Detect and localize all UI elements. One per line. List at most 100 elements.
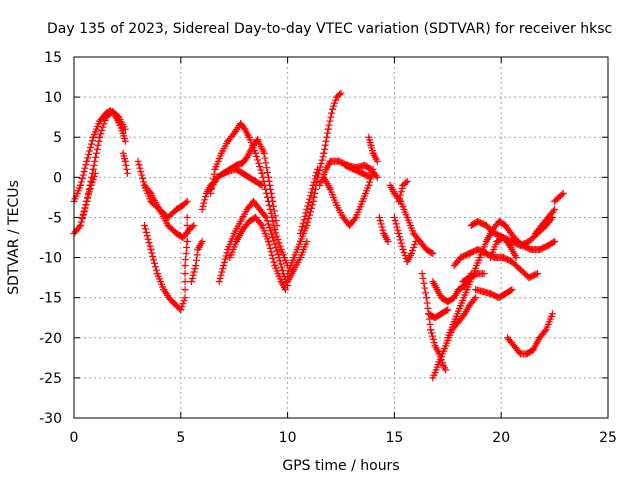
y-tick-label: 10: [44, 90, 62, 106]
data-point: [268, 193, 276, 201]
data-point: [559, 189, 567, 197]
data-point: [411, 241, 419, 249]
data-point: [549, 207, 557, 215]
plot-frame: [73, 56, 609, 419]
data-point: [181, 286, 189, 294]
data-point: [179, 300, 187, 308]
data-point: [82, 201, 90, 209]
data-point: [443, 307, 451, 315]
data-point: [402, 179, 410, 187]
data-point: [77, 218, 85, 226]
data-point: [83, 197, 91, 205]
data-point: [351, 215, 359, 223]
data-point: [418, 270, 426, 278]
data-point: [77, 178, 85, 186]
data-point: [141, 225, 149, 233]
data-point: [394, 226, 402, 234]
data-point: [147, 246, 155, 254]
data-point: [376, 217, 384, 225]
y-tick-label: 0: [53, 170, 62, 186]
data-point: [123, 165, 131, 173]
data-point: [303, 238, 311, 246]
data-point: [134, 157, 142, 165]
data-point: [198, 205, 206, 213]
data-point: [320, 149, 328, 157]
data-point: [272, 229, 280, 237]
data-point: [395, 229, 403, 237]
data-point: [306, 192, 314, 200]
data-point: [313, 169, 321, 177]
data-point: [302, 209, 310, 217]
y-tick-label: -25: [39, 371, 62, 387]
data-point: [177, 306, 185, 314]
data-point: [307, 204, 315, 212]
data-point: [331, 99, 339, 107]
data-point: [192, 262, 200, 270]
data-point: [79, 213, 87, 221]
data-point: [271, 240, 279, 248]
data-point: [274, 236, 282, 244]
data-point: [201, 196, 209, 204]
data-point: [182, 256, 190, 264]
data-point: [261, 154, 269, 162]
data-point: [91, 157, 99, 165]
data-point: [277, 260, 285, 268]
data-point: [198, 238, 206, 246]
data-point: [275, 254, 283, 262]
data-point: [122, 161, 130, 169]
data-point: [396, 194, 404, 202]
data-point: [324, 125, 332, 133]
data-point: [199, 202, 207, 210]
y-tick-label: -30: [39, 411, 62, 427]
data-point: [151, 259, 159, 267]
data-point: [253, 153, 261, 161]
data-point: [398, 185, 406, 193]
data-point: [183, 238, 191, 246]
series-t11: [207, 120, 292, 270]
y-tick-label: 15: [44, 50, 62, 66]
data-point: [507, 286, 515, 294]
data-point: [81, 204, 89, 212]
series-t19: [316, 157, 381, 189]
x-tick-label: 10: [279, 430, 297, 446]
data-point: [210, 170, 218, 178]
data-point: [305, 215, 313, 223]
data-point: [438, 359, 446, 367]
data-point: [306, 211, 314, 219]
data-point: [397, 188, 405, 196]
data-point: [183, 213, 191, 221]
data-point: [319, 153, 327, 161]
data-point: [442, 366, 450, 374]
data-point: [90, 161, 98, 169]
data-point: [266, 181, 274, 189]
data-point: [263, 217, 271, 225]
data-point: [470, 295, 478, 303]
data-point: [269, 255, 277, 263]
data-point: [428, 249, 436, 257]
data-point: [375, 213, 383, 221]
data-point: [266, 244, 274, 252]
data-point: [84, 194, 92, 202]
data-point: [260, 149, 268, 157]
data-point: [407, 250, 415, 258]
data-point: [303, 205, 311, 213]
data-point: [95, 137, 103, 145]
series-t20: [320, 165, 377, 229]
series-t6: [140, 181, 198, 241]
data-point: [396, 233, 404, 241]
data-point: [263, 164, 271, 172]
series-t2: [70, 107, 129, 205]
data-point: [551, 205, 559, 213]
data-point: [308, 185, 316, 193]
data-point: [275, 239, 283, 247]
data-point: [96, 133, 104, 141]
data-point: [264, 173, 272, 181]
data-point: [267, 189, 275, 197]
data-point: [390, 213, 398, 221]
y-axis-label: SDTVAR / TECUs: [6, 180, 22, 295]
data-point: [323, 129, 331, 137]
data-point: [93, 145, 101, 153]
data-point: [267, 227, 275, 235]
data-point: [373, 173, 381, 181]
data-point: [460, 311, 468, 319]
